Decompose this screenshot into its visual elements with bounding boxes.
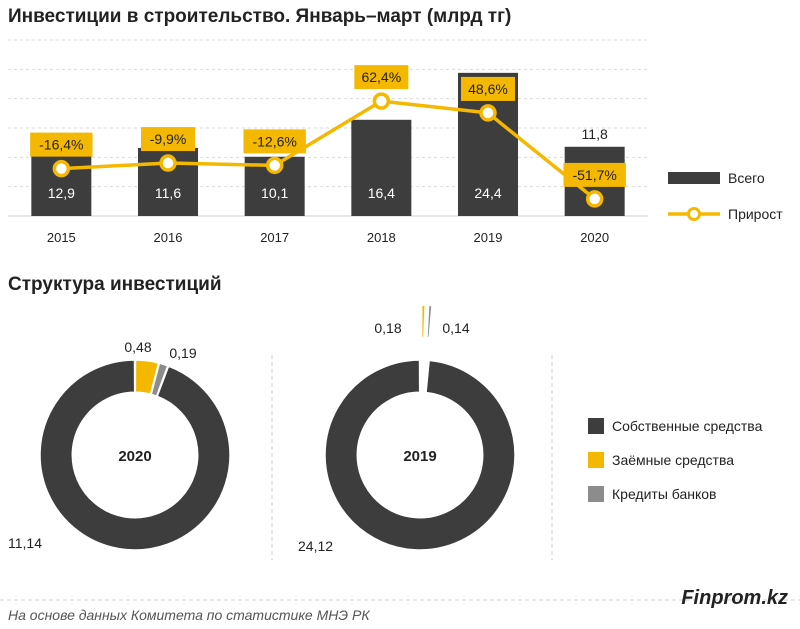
- growth-point-2016: [159, 154, 177, 172]
- legend-swatch-2: [588, 486, 604, 502]
- growth-point-2019: [479, 104, 497, 122]
- growth-point-2017: [265, 156, 284, 175]
- growth-point-2018: [372, 92, 391, 110]
- growth-value-label-2018: 62,4%: [361, 69, 401, 85]
- bar-chart-gridlines: [8, 39, 648, 217]
- bar-chart-x-axis: 2015 2016 2017 2018 2019 2020: [47, 230, 609, 245]
- donut-value-label-2020-1: 0,48: [124, 339, 151, 355]
- donut-chart-legend: Собственные средства Заёмные средства Кред…: [588, 418, 763, 502]
- donut-slice-2020-0: [39, 359, 231, 551]
- growth-point-2020: [585, 190, 604, 208]
- x-tick-label: 2020: [580, 230, 609, 245]
- growth-label-box-2017: [243, 129, 306, 154]
- growth-value-label-2015: -16,4%: [39, 137, 83, 153]
- legend-label-1: Заёмные средства: [612, 452, 734, 468]
- bar-series-total: 12,9 11,6 10,1 16,4 24,4 11,8: [31, 72, 625, 216]
- legend-swatch-0: [588, 418, 604, 434]
- x-tick-label: 2019: [474, 230, 503, 245]
- donut-value-label-2019-1: 0,18: [374, 320, 401, 336]
- footer-source: На основе данных Комитета по статистике …: [8, 607, 370, 623]
- donut-value-label-2020-2: 0,19: [169, 345, 196, 361]
- legend-label-total: Всего: [728, 170, 765, 186]
- bar-chart-title: Инвестиции в строительство. Январь–март …: [8, 6, 511, 27]
- legend-label-2: Кредиты банков: [612, 486, 717, 502]
- line-series-growth: -16,4% -9,9% -12,6% 62,4% 48,6% -51,7%: [30, 65, 626, 208]
- growth-label-box-2019: [461, 76, 515, 101]
- legend-label-0: Собственные средства: [612, 418, 763, 434]
- growth-label-box-2015: [30, 132, 93, 157]
- growth-value-label-2020: -51,7%: [572, 167, 616, 183]
- donut-value-label-2019-0: 24,12: [298, 538, 333, 554]
- donut-center-label-2019: 2019: [403, 448, 436, 465]
- bar-value-label-2016: 11,6: [155, 185, 181, 201]
- bar-value-label-2020: 11,8: [582, 126, 608, 142]
- bar-value-label-2017: 10,1: [261, 185, 288, 201]
- donut-center-label-2020: 2020: [118, 448, 151, 465]
- x-tick-label: 2018: [367, 230, 396, 245]
- donut-value-label-2019-2: 0,14: [442, 320, 469, 336]
- growth-value-label-2016: -9,9%: [150, 131, 187, 147]
- x-tick-label: 2017: [260, 230, 289, 245]
- bar-value-label-2019: 24,4: [474, 185, 501, 201]
- donut-slice-2019-1: [420, 304, 426, 339]
- donut-value-label-2020-0: 11,14: [8, 535, 42, 551]
- legend-swatch-total: [668, 172, 720, 184]
- bar-value-label-2015: 12,9: [48, 185, 75, 201]
- growth-label-box-2020: [563, 162, 626, 187]
- legend-label-growth: Прирост: [728, 206, 783, 222]
- x-tick-label: 2015: [47, 230, 76, 245]
- donut-chart-title: Структура инвестиций: [8, 274, 222, 295]
- bar-chart-legend: Всего Прирост: [668, 170, 783, 222]
- donut-slice-2019-2: [426, 304, 433, 339]
- growth-label-box-2016: [141, 127, 195, 152]
- bar-value-label-2018: 16,4: [368, 185, 395, 201]
- donut-charts: 2020 11,14 0,48 0,19 2019 24,12 0,18 0,14: [8, 304, 516, 554]
- x-tick-label: 2016: [154, 230, 183, 245]
- bar-2018: [351, 119, 412, 216]
- donut-slice-2019-0: [324, 359, 516, 551]
- legend-swatch-1: [588, 452, 604, 468]
- growth-value-label-2017: -12,6%: [252, 133, 296, 149]
- growth-value-label-2019: 48,6%: [468, 81, 508, 97]
- brand-logo: Finprom.kz: [681, 587, 788, 609]
- growth-point-2015: [52, 159, 71, 178]
- legend-marker-growth: [687, 207, 701, 221]
- growth-line: [61, 99, 596, 201]
- growth-label-box-2018: [354, 65, 409, 90]
